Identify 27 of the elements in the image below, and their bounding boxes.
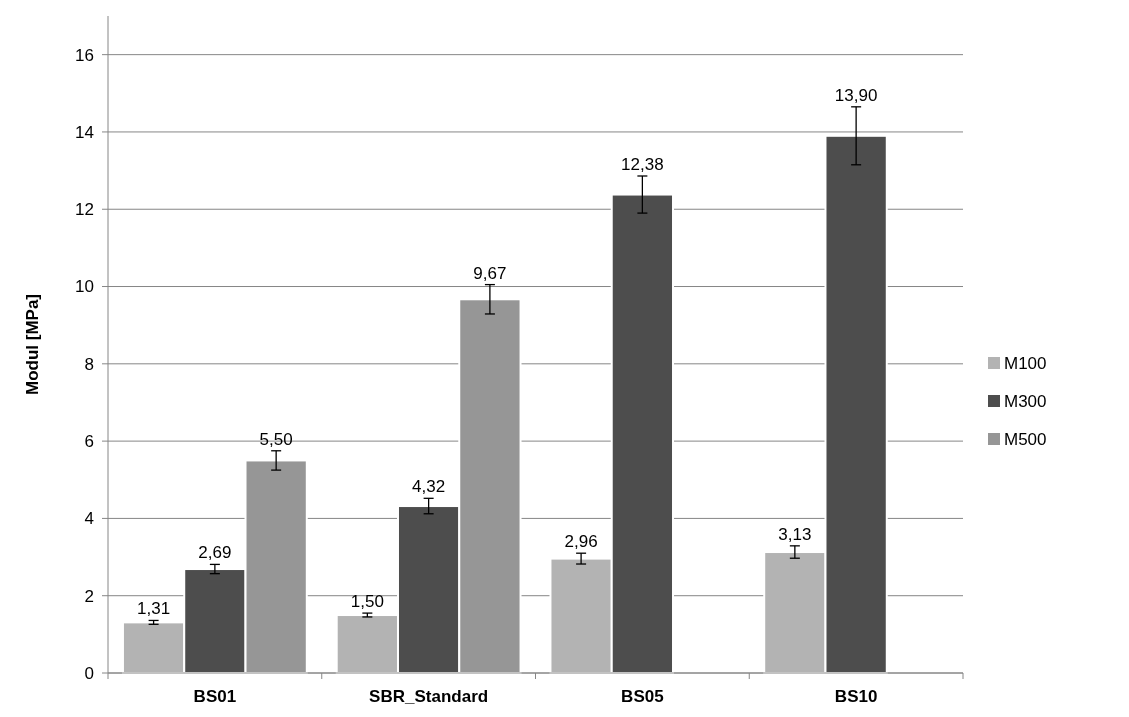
data-label: 13,90 xyxy=(834,85,878,105)
y-tick-label: 10 xyxy=(75,277,94,297)
x-tick-label: SBR_Standard xyxy=(369,687,489,706)
y-tick-label: 2 xyxy=(84,586,94,606)
y-tick-label: 12 xyxy=(75,200,94,220)
data-label: 9,67 xyxy=(473,263,507,283)
data-label: 3,13 xyxy=(778,524,812,544)
x-tick-label: BS05 xyxy=(621,687,664,706)
y-tick-label: 4 xyxy=(84,509,94,529)
legend-label: M300 xyxy=(1004,391,1047,411)
x-tick-label: BS01 xyxy=(193,687,237,706)
data-label: 1,31 xyxy=(137,599,171,619)
data-label: 1,50 xyxy=(350,592,384,612)
data-label: 5,50 xyxy=(259,429,293,449)
legend-label: M100 xyxy=(1004,353,1047,373)
data-label: 2,96 xyxy=(564,532,598,552)
y-tick-label: 8 xyxy=(84,354,94,374)
data-label: 12,38 xyxy=(621,155,664,174)
y-tick-label: 16 xyxy=(75,45,94,65)
y-tick-label: 14 xyxy=(75,122,94,142)
legend-label: M500 xyxy=(1004,429,1047,449)
x-tick-label: BS10 xyxy=(834,687,878,706)
data-label: 4,32 xyxy=(412,477,446,497)
data-label: 2,69 xyxy=(198,543,232,563)
y-tick-label: 6 xyxy=(84,432,94,452)
y-axis-title: Modul [MPa] xyxy=(23,293,42,396)
y-tick-label: 0 xyxy=(84,663,94,683)
